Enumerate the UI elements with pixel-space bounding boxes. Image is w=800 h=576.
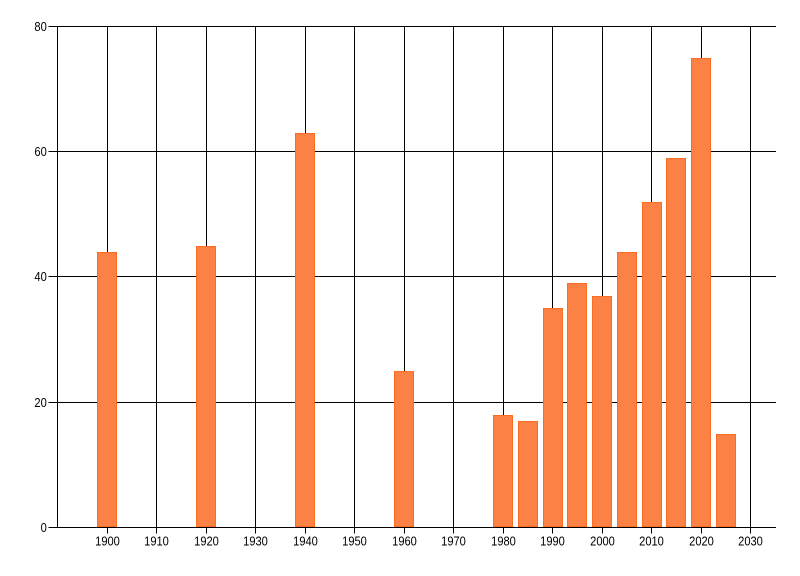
svg-text:2000: 2000	[590, 533, 615, 548]
svg-text:40: 40	[34, 269, 46, 284]
svg-text:1950: 1950	[342, 533, 367, 548]
svg-text:1910: 1910	[144, 533, 169, 548]
svg-text:1920: 1920	[194, 533, 219, 548]
svg-text:20: 20	[34, 395, 46, 410]
svg-text:60: 60	[34, 144, 46, 159]
svg-text:80: 80	[34, 19, 46, 34]
svg-text:2030: 2030	[738, 533, 763, 548]
svg-text:2020: 2020	[689, 533, 714, 548]
svg-text:1900: 1900	[95, 533, 120, 548]
svg-text:1930: 1930	[243, 533, 268, 548]
svg-text:1970: 1970	[441, 533, 466, 548]
svg-text:0: 0	[41, 520, 47, 535]
svg-text:1980: 1980	[491, 533, 516, 548]
svg-text:2010: 2010	[639, 533, 664, 548]
svg-text:1940: 1940	[293, 533, 318, 548]
svg-text:1960: 1960	[392, 533, 417, 548]
svg-text:1990: 1990	[540, 533, 565, 548]
